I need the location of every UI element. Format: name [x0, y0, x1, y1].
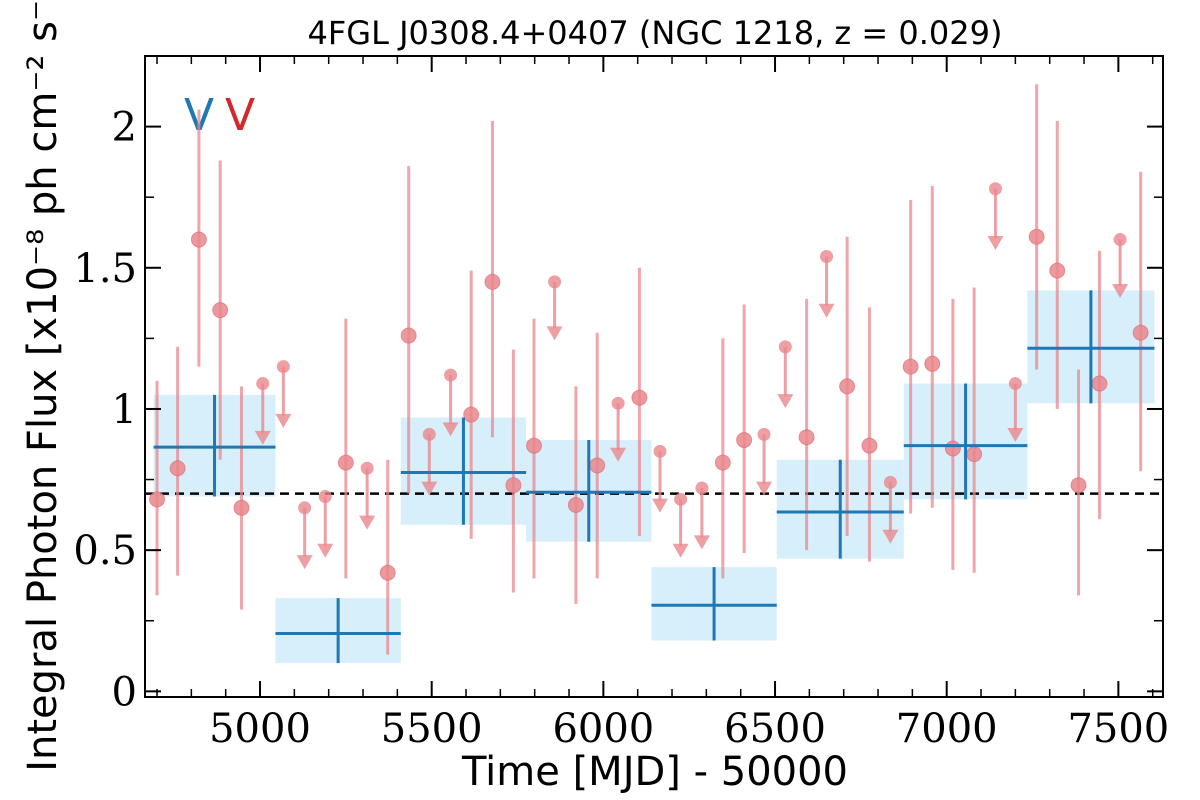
- detection-point: [379, 564, 396, 581]
- upper-limit-point: [1008, 377, 1022, 391]
- detection-point: [631, 389, 648, 406]
- chart-title: 4FGL J0308.4+0407 (NGC 1218, z = 0.029): [308, 14, 1003, 52]
- y-tick-label: 1: [112, 387, 137, 433]
- upper-limit-point: [422, 427, 436, 441]
- upper-limit-arrow: [1112, 284, 1129, 299]
- plot-area: 5000 5500 6000 6500 7000 7500 0 0.5 1 1.5 2: [73, 55, 1169, 752]
- x-tick-label: 5500: [381, 706, 483, 752]
- upper-limit-arrow: [254, 430, 271, 445]
- upper-limit-point: [653, 444, 667, 458]
- detection-point: [337, 454, 354, 471]
- upper-limit-arrow: [756, 481, 773, 496]
- y-tick-label: 0.5: [73, 528, 137, 574]
- upper-limit-arrow: [275, 413, 292, 428]
- upper-limit-point: [444, 368, 458, 382]
- x-tick-label: 7000: [896, 706, 998, 752]
- detection-point: [463, 406, 480, 423]
- detection-point: [400, 327, 417, 344]
- x-axis-label: Time [MJD] - 50000: [461, 749, 848, 795]
- detection-point: [526, 437, 543, 454]
- upper-limit-arrow: [359, 515, 376, 530]
- detection-point: [589, 457, 606, 474]
- detection-point: [966, 446, 983, 463]
- upper-limit-point: [276, 360, 290, 374]
- detection-point: [1028, 228, 1045, 245]
- upper-limit-arrow: [442, 422, 459, 437]
- detection-point: [567, 496, 584, 513]
- y-tick-label: 0: [112, 669, 137, 715]
- upper-limit-arrow: [777, 394, 794, 409]
- upper-limit-arrow: [693, 535, 710, 550]
- detection-point: [212, 302, 229, 319]
- upper-limit-point: [820, 249, 834, 263]
- upper-limit-point: [611, 396, 625, 410]
- upper-limit-arrow: [296, 555, 313, 570]
- upper-limit-arrow: [987, 236, 1004, 251]
- y-tick-label: 1.5: [73, 246, 137, 292]
- x-tick-label: 5000: [209, 706, 311, 752]
- upper-limit-arrow: [672, 543, 689, 558]
- corner-marker-red: V: [225, 90, 255, 141]
- detection-point: [169, 460, 186, 477]
- x-tick-label: 6000: [552, 706, 654, 752]
- detection-point: [944, 440, 961, 457]
- upper-limit-arrow: [1007, 428, 1024, 443]
- upper-limit-arrow: [546, 326, 563, 341]
- detection-point: [798, 429, 815, 446]
- upper-limit-point: [360, 461, 374, 475]
- upper-limit-point: [1113, 233, 1127, 247]
- upper-limit-point: [757, 427, 771, 441]
- detection-point: [902, 358, 919, 375]
- upper-limit-point: [988, 182, 1002, 196]
- detection-point: [1049, 262, 1066, 279]
- upper-limit-point: [548, 275, 562, 289]
- upper-limit-point: [883, 475, 897, 489]
- upper-limit-point: [778, 340, 792, 354]
- detection-point: [736, 432, 753, 449]
- upper-limit-arrow: [652, 498, 669, 513]
- upper-limit-point: [298, 501, 312, 515]
- detection-point: [714, 454, 731, 471]
- upper-limit-arrow: [882, 529, 899, 544]
- detection-point: [505, 477, 522, 494]
- y-tick-label: 2: [112, 105, 137, 151]
- y-axis-label: Integral Photon Flux [x10⁻⁸ ph cm⁻² s⁻¹]: [20, 0, 66, 772]
- detection-point: [190, 231, 207, 248]
- detection-point: [1070, 477, 1087, 494]
- detection-point: [1132, 324, 1149, 341]
- upper-limit-arrow: [421, 481, 438, 496]
- upper-limit-point: [674, 492, 688, 506]
- detection-point: [149, 491, 166, 508]
- detection-point: [861, 437, 878, 454]
- upper-limit-point: [695, 481, 709, 495]
- detection-point: [1091, 375, 1108, 392]
- upper-limit-arrow: [317, 543, 334, 558]
- upper-limit-arrow: [610, 447, 627, 462]
- x-tick-label: 7500: [1067, 706, 1169, 752]
- detection-point: [924, 355, 941, 372]
- upper-limit-point: [256, 377, 270, 391]
- upper-limit-point: [318, 490, 332, 504]
- detection-point: [839, 378, 856, 395]
- upper-limit-arrow: [818, 303, 835, 318]
- x-tick-label: 6500: [724, 706, 826, 752]
- detection-point: [233, 499, 250, 516]
- plot-frame: [144, 55, 1164, 698]
- detection-point: [484, 273, 501, 290]
